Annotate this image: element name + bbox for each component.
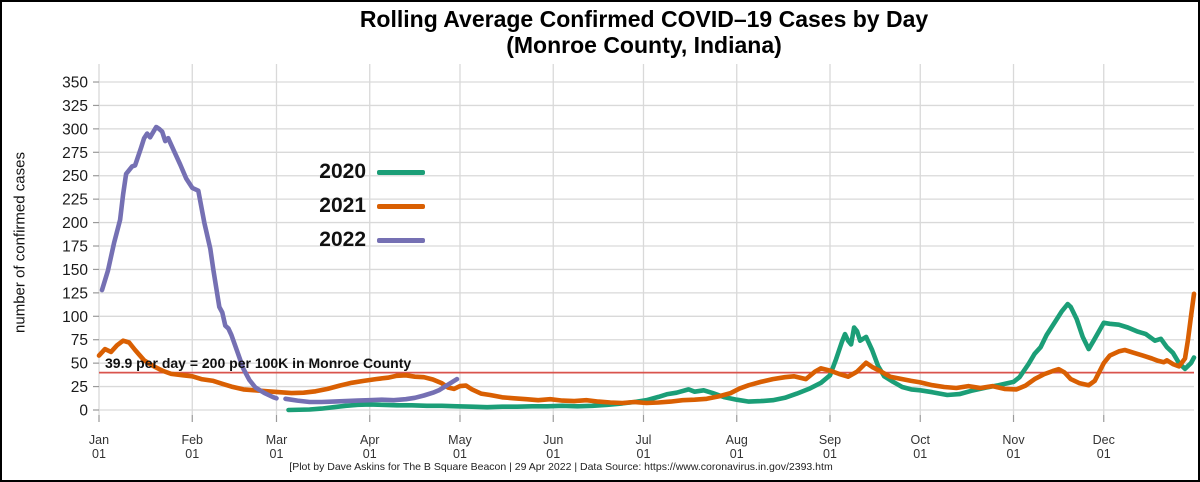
chart-title: Rolling Average Confirmed COVID–19 Cases… [92,6,1196,58]
x-tick-label-month-jul: Jul [635,433,651,447]
y-tick-label-250: 250 [62,168,88,185]
x-tick-label-day-mar: 01 [270,447,284,461]
y-tick-label-150: 150 [62,262,88,279]
y-tick-label-50: 50 [71,356,89,373]
x-tick-label-day-aug: 01 [730,447,744,461]
x-tick-label-month-oct: Oct [911,433,931,447]
x-tick-label-day-jan: 01 [92,447,106,461]
y-tick-label-300: 300 [62,121,88,138]
y-tick-label-325: 325 [62,98,88,115]
y-tick-label-75: 75 [71,332,88,349]
legend-label-2021: 2021 [319,194,366,217]
x-tick-label-day-dec: 01 [1097,447,1111,461]
chart-legend: 2020 2021 2022 [280,155,425,257]
x-tick-label-day-jun: 01 [546,447,560,461]
x-tick-label-month-jun: Jun [543,433,563,447]
legend-label-2020: 2020 [319,160,366,183]
y-tick-label-25: 25 [71,379,88,396]
chart-title-line1: Rolling Average Confirmed COVID–19 Cases… [359,6,929,32]
series-line-2021 [96,291,1197,406]
legend-swatch-2020 [377,169,425,175]
y-tick-label-275: 275 [62,145,88,162]
y-tick-label-200: 200 [62,215,88,232]
y-tick-label-350: 350 [62,75,88,92]
x-tick-label-month-jan: Jan [89,433,109,447]
legend-swatch-2021 [377,203,425,209]
series-line-2020 [286,301,1197,413]
x-tick-label-month-dec: Dec [1093,433,1115,447]
y-tick-label-175: 175 [62,239,88,256]
x-tick-label-day-jul: 01 [637,447,651,461]
x-tick-label-month-sep: Sep [819,433,841,447]
y-tick-label-125: 125 [62,285,88,302]
x-tick-label-day-sep: 01 [823,447,837,461]
x-tick-label-month-nov: Nov [1002,433,1025,447]
x-tick-label-month-apr: Apr [360,433,379,447]
series-line-2022-seg1 [99,124,279,401]
x-tick-label-day-oct: 01 [913,447,927,461]
legend-label-2022: 2022 [319,228,366,251]
x-tick-label-day-apr: 01 [363,447,377,461]
chart-caption: [Plot by Dave Askins for The B Square Be… [289,461,833,473]
series-line-2022-seg2 [283,376,460,405]
x-tick-label-day-feb: 01 [185,447,199,461]
y-tick-label-225: 225 [62,192,88,209]
x-tick-label-month-mar: Mar [266,433,288,447]
y-tick-label-100: 100 [62,309,88,326]
legend-item-2022: 2022 [280,223,425,257]
y-tick-label-0: 0 [79,403,88,420]
x-tick-label-day-nov: 01 [1007,447,1021,461]
x-tick-label-month-may: May [448,433,472,447]
legend-swatch-2022 [377,237,425,243]
chart-title-line2: (Monroe County, Indiana) [506,32,782,58]
x-tick-label-month-feb: Feb [181,433,203,447]
x-tick-label-day-may: 01 [453,447,467,461]
y-axis-title: number of confirmed cases [11,152,29,333]
threshold-annotation: 39.9 per day = 200 per 100K in Monroe Co… [105,354,412,371]
x-tick-label-month-aug: Aug [726,433,748,447]
legend-item-2021: 2021 [280,189,425,223]
legend-item-2020: 2020 [280,155,425,189]
